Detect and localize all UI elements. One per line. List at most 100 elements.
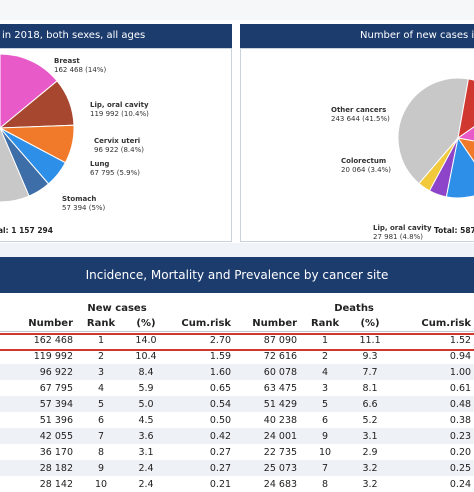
table-cell: 67 795 — [39, 382, 73, 394]
table-row: 119 992 2 10.4 1.59 72 616 2 9.3 0.94 — [0, 348, 474, 364]
table-cell: 51 429 — [234, 396, 301, 412]
col-header-rank: Rank — [300, 316, 351, 332]
table-cell: 2 — [322, 350, 329, 362]
incidence-mortality-table: New cases Deaths Number Rank (%) Cum.ris… — [0, 300, 474, 492]
table-cell: 0.25 — [390, 460, 474, 476]
table-cell: 72 616 — [263, 350, 298, 362]
table-row: 57 394 5 5.0 0.54 51 429 5 6.6 0.48 — [0, 396, 474, 412]
slice-label: Breast — [54, 57, 80, 65]
slice-value-label: 243 644 (41.5%) — [331, 115, 390, 123]
table-row: 67 795 4 5.9 0.65 63 475 3 8.1 0.61 — [0, 380, 474, 396]
table-cell: 57 394 — [0, 396, 76, 412]
table-cell: 0.23 — [390, 428, 474, 444]
table-cell: 25 073 — [234, 460, 301, 476]
table-cell: 0.50 — [209, 414, 232, 426]
col-header-percent: (%) — [126, 316, 166, 332]
right-panel-header: Number of new cases in 20 — [240, 24, 474, 48]
table-row: 42 055 7 3.6 0.42 24 001 9 3.1 0.23 — [0, 428, 474, 444]
slice-label: Cervix uteri — [94, 137, 140, 145]
left-panel-header: in 2018, both sexes, all ages — [0, 24, 232, 48]
slice-label: Lung — [90, 160, 109, 168]
table-cell: 119 992 — [33, 350, 73, 362]
table-cell: 24 683 — [263, 478, 298, 490]
slice-label: Other cancers — [331, 106, 386, 114]
table-cell: 6 — [97, 414, 105, 426]
table-cell: 10 — [319, 446, 332, 458]
table-cell: 11.1 — [350, 331, 391, 348]
table-cell: 42 055 — [0, 428, 76, 444]
table-cell: 6 — [322, 414, 329, 426]
table-cell: 63 475 — [263, 382, 298, 394]
pie-slice — [445, 136, 474, 199]
table-cell: 5.2 — [362, 414, 378, 426]
table-row: 36 170 8 3.1 0.27 22 735 10 2.9 0.20 — [0, 444, 474, 460]
table-title: Incidence, Mortality and Prevalence by c… — [0, 257, 474, 293]
table-cell: 1.60 — [166, 364, 235, 380]
table-row: 28 142 10 2.4 0.21 24 683 8 3.2 0.24 — [0, 476, 474, 492]
table-cell: 8 — [97, 446, 105, 458]
slice-label: Colorectum — [341, 157, 386, 165]
table-cell: 24 001 — [234, 428, 301, 444]
table-cell: 40 238 — [263, 414, 298, 426]
table-cell: 4 — [97, 382, 105, 394]
table-cell: 2.4 — [126, 460, 166, 476]
table-cell: 0.61 — [449, 382, 472, 394]
table-cell: 1 — [76, 331, 126, 348]
table-cell: 28 142 — [39, 478, 73, 490]
table-cell: 5.9 — [138, 382, 154, 394]
pie-slice — [0, 53, 58, 129]
table-cell: 10 — [94, 478, 108, 490]
table-cell: 2.9 — [362, 446, 378, 458]
table-cell: 3.2 — [350, 460, 391, 476]
table-row: 51 396 6 4.5 0.50 40 238 6 5.2 0.38 — [0, 412, 474, 428]
right-total-label: Total: 587 2 — [434, 226, 474, 235]
table-cell: 9 — [76, 460, 126, 476]
pie-slice — [0, 53, 30, 203]
table-cell: 0.27 — [166, 460, 235, 476]
table-cell: 0.21 — [209, 478, 232, 490]
col-header-cumrisk: Cum.risk — [390, 316, 474, 332]
left-total-label: al: 1 157 294 — [0, 226, 53, 235]
table-cell: 2.70 — [166, 331, 235, 348]
table-cell: 8.1 — [362, 382, 378, 394]
table-cell: 4.5 — [138, 414, 154, 426]
table-cell: 0.38 — [449, 414, 472, 426]
table-cell: 0.27 — [209, 446, 232, 458]
table-cell: 0.48 — [390, 396, 474, 412]
col-header-number: Number — [234, 316, 301, 332]
table-cell: 96 922 — [0, 364, 76, 380]
table-cell: 0.65 — [209, 382, 232, 394]
group-header-row: New cases Deaths — [0, 300, 474, 316]
table-cell: 9.3 — [362, 350, 378, 362]
col-header-rank: Rank — [76, 316, 126, 332]
table-cell: 2 — [97, 350, 105, 362]
left-panel-title: in 2018, both sexes, all ages — [2, 30, 146, 41]
new-cases-group-header: New cases — [87, 302, 147, 314]
table-cell: 10.4 — [135, 350, 157, 362]
col-header-cumrisk: Cum.risk — [166, 316, 235, 332]
slice-value-label: 96 922 (8.4%) — [94, 146, 144, 154]
slice-label: Stomach — [62, 195, 96, 203]
deaths-group-header: Deaths — [334, 302, 374, 314]
slice-value-label: 162 468 (14%) — [54, 66, 106, 74]
table-cell: 162 468 — [0, 331, 76, 348]
slice-value-label: 57 394 (5%) — [62, 204, 106, 212]
slice-label: Lip, oral cavity — [90, 101, 149, 109]
table-cell: 3.1 — [350, 428, 391, 444]
table-cell: 8 — [322, 478, 329, 490]
section-gap — [0, 243, 474, 257]
table-cell: 5 — [76, 396, 126, 412]
table-cell: 3 — [76, 364, 126, 380]
table-cell: 3.2 — [362, 478, 378, 490]
table-cell: 2.4 — [138, 478, 154, 490]
column-header-row: Number Rank (%) Cum.risk Number Rank (%)… — [0, 316, 474, 332]
slice-value-label: 67 795 (5.9%) — [90, 169, 140, 177]
top-strip — [0, 0, 474, 20]
table-cell: 7 — [76, 428, 126, 444]
pie-slice — [457, 78, 474, 140]
table-cell: 6.6 — [350, 396, 391, 412]
table-cell: 60 078 — [234, 364, 301, 380]
table-cell: 14.0 — [126, 331, 166, 348]
table-cell: 22 735 — [263, 446, 298, 458]
